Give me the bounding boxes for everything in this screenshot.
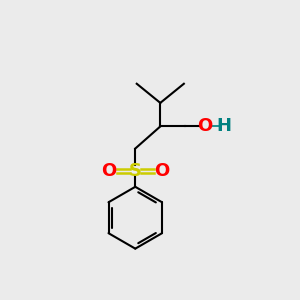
Text: H: H (216, 117, 231, 135)
Text: O: O (101, 162, 116, 180)
Text: O: O (154, 162, 170, 180)
Text: O: O (197, 117, 212, 135)
Text: S: S (129, 162, 142, 180)
